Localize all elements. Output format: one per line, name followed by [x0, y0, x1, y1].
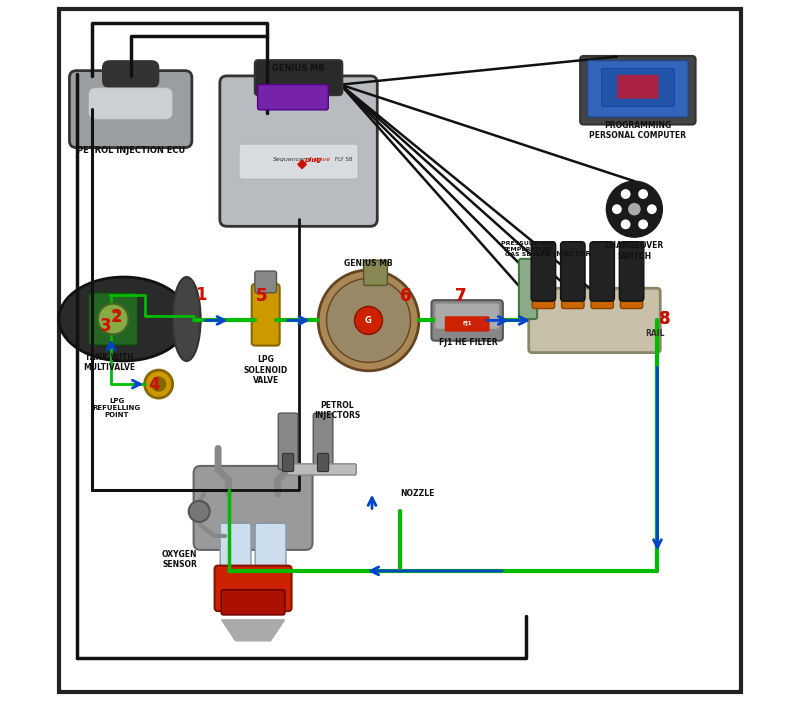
Text: FJ1 HE FILTER: FJ1 HE FILTER	[438, 338, 497, 347]
FancyBboxPatch shape	[364, 260, 387, 285]
Text: FJ1: FJ1	[462, 322, 472, 327]
Text: 2: 2	[111, 308, 122, 326]
FancyBboxPatch shape	[529, 288, 660, 353]
FancyBboxPatch shape	[431, 300, 503, 341]
Text: 8: 8	[658, 310, 670, 328]
Circle shape	[639, 190, 647, 198]
Circle shape	[606, 181, 662, 237]
Text: LPG
SOLENOID
VALVE: LPG SOLENOID VALVE	[243, 355, 288, 385]
Text: 3: 3	[100, 317, 112, 335]
FancyBboxPatch shape	[70, 71, 192, 148]
Text: 6: 6	[400, 287, 411, 305]
FancyBboxPatch shape	[587, 60, 688, 117]
Circle shape	[326, 278, 410, 362]
FancyBboxPatch shape	[214, 566, 291, 611]
FancyBboxPatch shape	[89, 88, 173, 119]
Circle shape	[145, 370, 173, 398]
Ellipse shape	[59, 277, 188, 361]
FancyBboxPatch shape	[58, 9, 742, 692]
FancyBboxPatch shape	[591, 276, 614, 308]
Text: 8: 8	[658, 310, 670, 328]
FancyBboxPatch shape	[314, 413, 333, 470]
Text: RAIL: RAIL	[646, 329, 665, 337]
FancyBboxPatch shape	[531, 242, 556, 301]
Text: 5: 5	[256, 287, 267, 305]
FancyBboxPatch shape	[282, 454, 294, 472]
FancyBboxPatch shape	[602, 69, 674, 107]
FancyBboxPatch shape	[194, 466, 313, 550]
Circle shape	[648, 205, 656, 213]
FancyBboxPatch shape	[618, 75, 658, 99]
Circle shape	[639, 220, 647, 229]
FancyBboxPatch shape	[255, 60, 342, 95]
FancyBboxPatch shape	[561, 242, 585, 301]
FancyBboxPatch shape	[255, 524, 286, 597]
FancyBboxPatch shape	[220, 524, 251, 597]
FancyBboxPatch shape	[239, 144, 358, 179]
Text: PRESSURE AND
TEMPERATURE
GAS SENSOR: PRESSURE AND TEMPERATURE GAS SENSOR	[501, 241, 555, 257]
FancyBboxPatch shape	[519, 259, 537, 319]
Text: 4: 4	[148, 376, 159, 395]
Ellipse shape	[173, 277, 201, 361]
FancyBboxPatch shape	[255, 271, 277, 293]
Text: TANK WITH
MULTIVALVE: TANK WITH MULTIVALVE	[83, 353, 136, 372]
Circle shape	[152, 377, 166, 391]
Text: PROGRAMMING
PERSONAL COMPUTER: PROGRAMMING PERSONAL COMPUTER	[590, 121, 686, 140]
Text: FLY S8: FLY S8	[335, 157, 353, 162]
Circle shape	[622, 220, 630, 229]
FancyBboxPatch shape	[562, 276, 584, 308]
FancyBboxPatch shape	[102, 61, 158, 88]
FancyBboxPatch shape	[258, 85, 328, 110]
Text: GENIUS MB: GENIUS MB	[344, 259, 393, 268]
FancyBboxPatch shape	[318, 454, 329, 472]
Circle shape	[98, 304, 129, 334]
FancyBboxPatch shape	[89, 293, 138, 346]
FancyBboxPatch shape	[252, 284, 280, 346]
Text: NOZZLE: NOZZLE	[400, 489, 434, 498]
FancyBboxPatch shape	[590, 242, 614, 301]
Text: ·drive: ·drive	[313, 157, 330, 162]
Text: OXYGEN
SENSOR: OXYGEN SENSOR	[162, 550, 198, 569]
Text: 7: 7	[455, 287, 466, 305]
FancyBboxPatch shape	[222, 590, 285, 615]
Text: GENIUS MB: GENIUS MB	[272, 64, 325, 73]
Text: LPG
REFUELLING
POINT: LPG REFUELLING POINT	[93, 398, 141, 418]
Circle shape	[318, 270, 419, 371]
FancyBboxPatch shape	[287, 464, 356, 475]
Text: 6: 6	[400, 287, 411, 305]
Text: G: G	[365, 316, 372, 325]
FancyBboxPatch shape	[445, 316, 490, 332]
Circle shape	[622, 190, 630, 198]
Text: plug: plug	[304, 156, 322, 163]
FancyBboxPatch shape	[620, 276, 642, 308]
Text: Sequencer: Sequencer	[274, 157, 307, 162]
Circle shape	[613, 205, 621, 213]
Text: 2: 2	[112, 310, 122, 324]
FancyBboxPatch shape	[532, 276, 554, 308]
FancyBboxPatch shape	[435, 304, 499, 329]
Circle shape	[354, 306, 382, 334]
FancyBboxPatch shape	[278, 413, 298, 470]
FancyBboxPatch shape	[220, 76, 378, 226]
FancyBboxPatch shape	[580, 56, 695, 125]
Circle shape	[189, 501, 210, 522]
FancyBboxPatch shape	[619, 242, 644, 301]
Text: PETROL INJECTION ECU: PETROL INJECTION ECU	[77, 147, 185, 155]
Text: 7: 7	[455, 287, 466, 305]
FancyBboxPatch shape	[582, 104, 694, 124]
Text: LPG INJECTOR: LPG INJECTOR	[537, 252, 591, 257]
Polygon shape	[298, 161, 306, 169]
Text: CHANGEOVER
SWITCH: CHANGEOVER SWITCH	[605, 241, 664, 261]
Circle shape	[629, 203, 640, 215]
Text: PETROL
INJECTORS: PETROL INJECTORS	[314, 401, 360, 421]
Polygon shape	[222, 620, 285, 641]
Text: 1: 1	[195, 285, 206, 304]
Text: 5: 5	[256, 287, 267, 305]
